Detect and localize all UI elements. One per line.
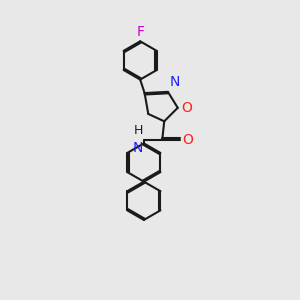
Text: O: O bbox=[182, 133, 193, 147]
Text: H: H bbox=[133, 124, 142, 137]
Text: N: N bbox=[132, 141, 142, 155]
Text: F: F bbox=[136, 25, 144, 39]
Text: O: O bbox=[182, 101, 192, 115]
Text: N: N bbox=[170, 75, 180, 89]
